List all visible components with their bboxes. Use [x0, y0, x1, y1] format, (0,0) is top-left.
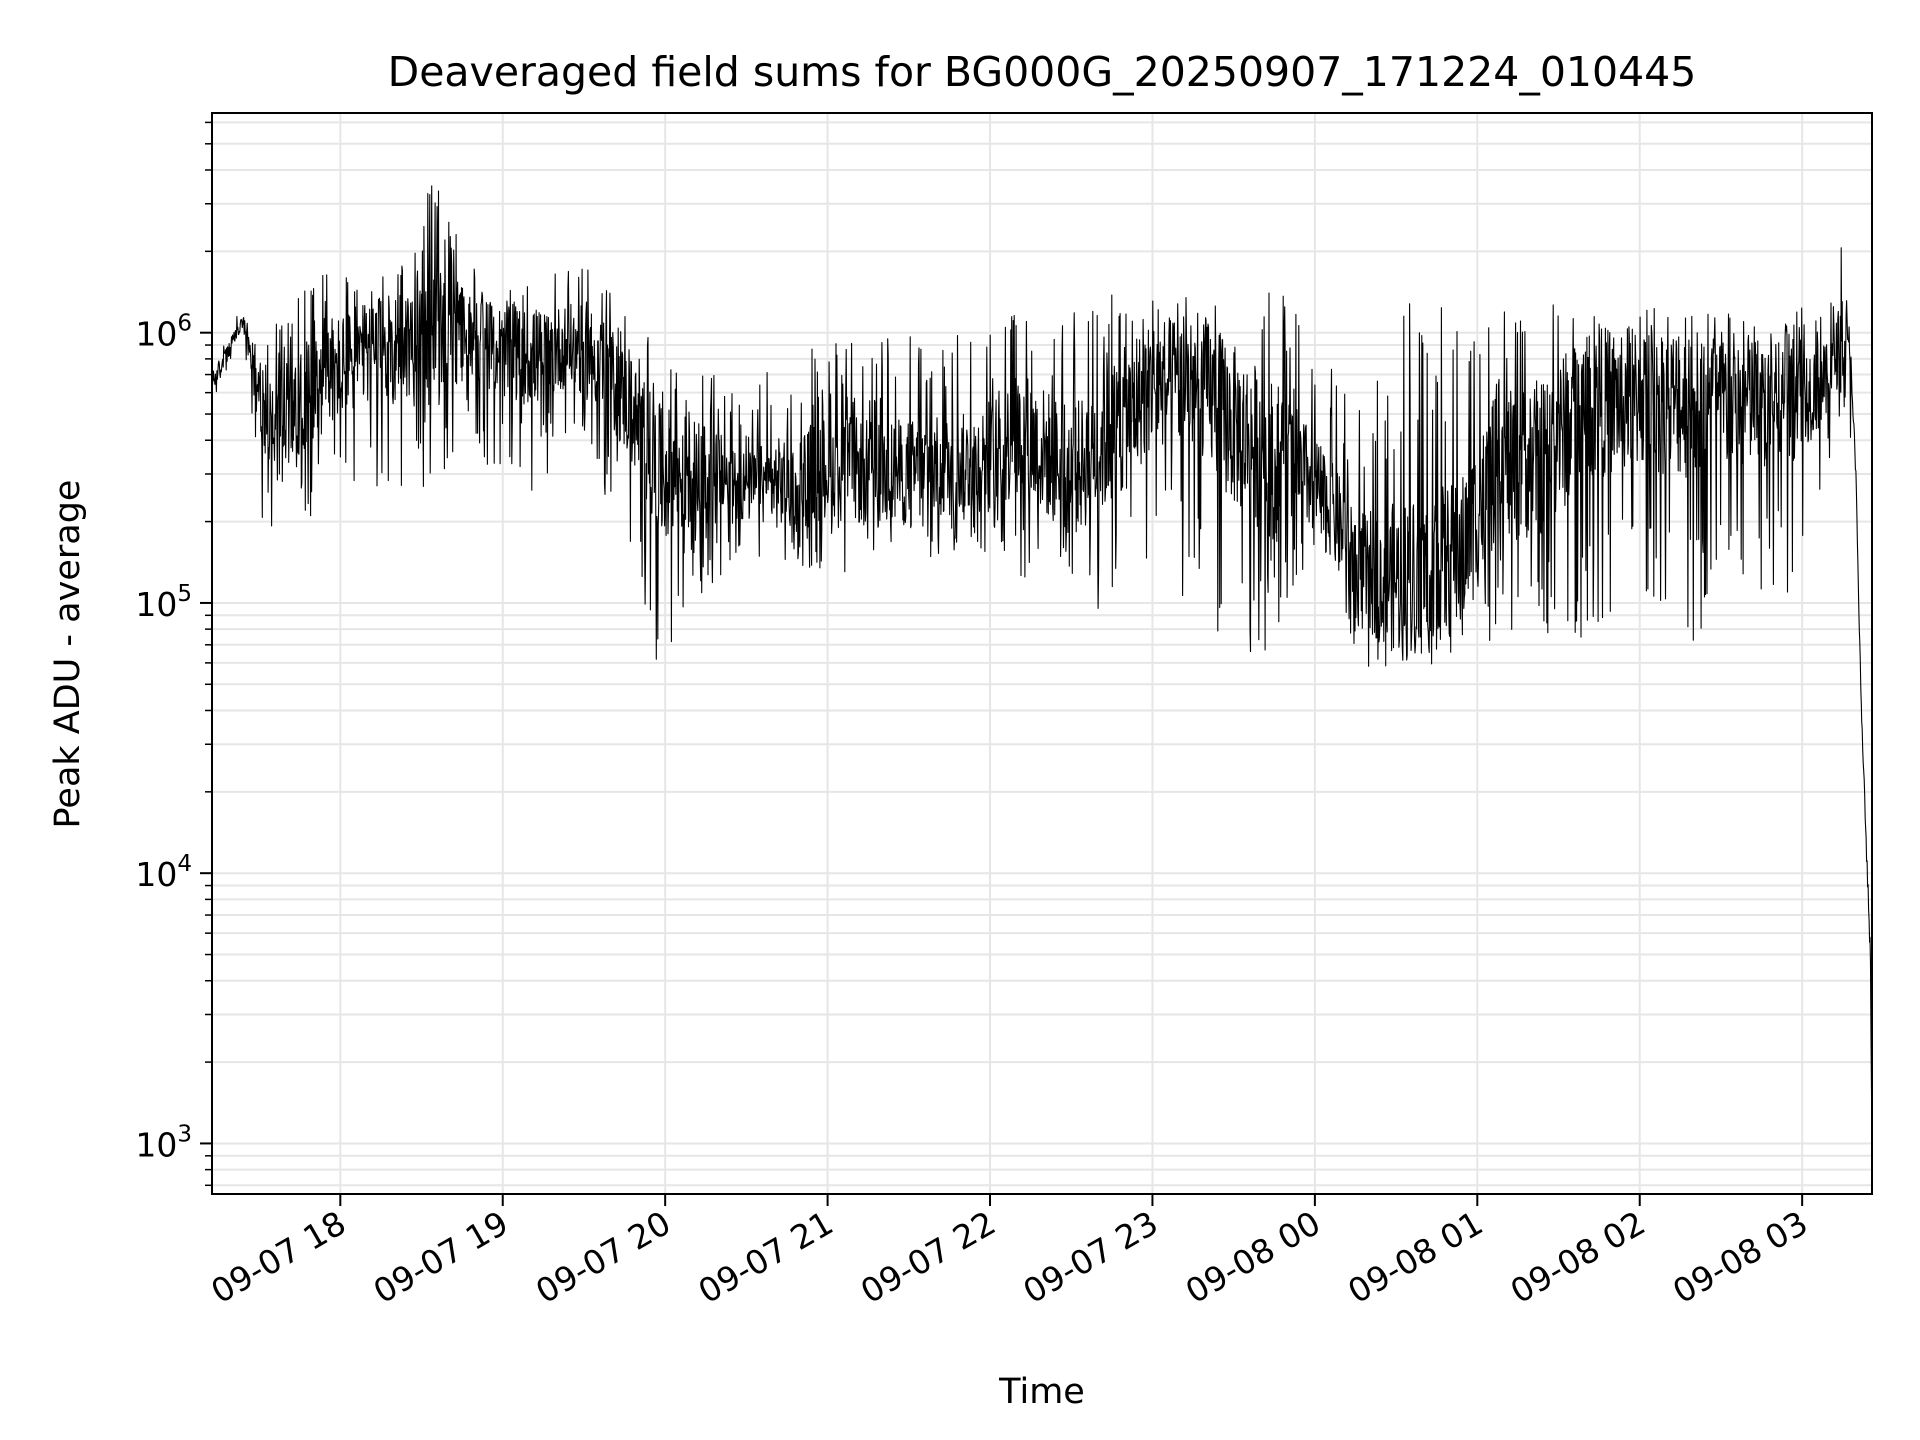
y-tick-label: 106 [135, 311, 192, 354]
y-axis-label: Peak ADU - average [48, 480, 88, 829]
y-tick-label: 104 [135, 851, 192, 894]
plot-frame [211, 112, 1873, 1195]
series-line [212, 185, 1872, 1135]
chart-title: Deaveraged field sums for BG000G_2025090… [388, 48, 1697, 96]
y-tick-label: 103 [135, 1121, 192, 1164]
y-axis: 103 104 105 106 [135, 121, 212, 1187]
grid [212, 113, 1872, 1194]
y-tick-label: 105 [135, 581, 192, 624]
x-axis-label: Time [998, 1372, 1085, 1412]
series-group [212, 185, 1872, 1135]
